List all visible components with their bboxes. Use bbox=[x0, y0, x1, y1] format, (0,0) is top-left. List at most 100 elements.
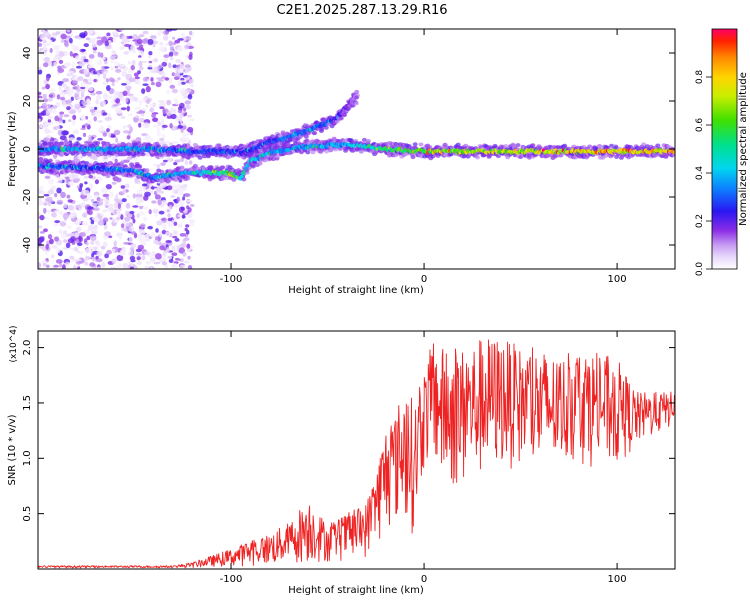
noise-cell bbox=[180, 128, 184, 133]
noise-cell bbox=[105, 202, 111, 206]
noise-cell bbox=[139, 44, 144, 50]
noise-cell bbox=[166, 157, 173, 162]
noise-cell bbox=[95, 258, 103, 263]
noise-cell bbox=[150, 231, 155, 237]
noise-cell bbox=[129, 266, 134, 269]
noise-cell bbox=[171, 88, 178, 94]
noise-cell bbox=[94, 206, 99, 212]
noise-cell bbox=[38, 106, 42, 109]
noise-cell bbox=[157, 132, 162, 137]
noise-cell bbox=[182, 252, 187, 257]
noise-cell bbox=[152, 43, 156, 48]
noise-cell bbox=[128, 226, 135, 232]
noise-cell bbox=[68, 212, 76, 219]
noise-cell bbox=[189, 118, 195, 122]
noise-cell bbox=[105, 205, 109, 209]
noise-cell bbox=[116, 177, 122, 183]
noise-cell bbox=[137, 234, 143, 239]
noise-cell bbox=[89, 108, 96, 113]
noise-cell bbox=[184, 44, 190, 49]
track-halo bbox=[105, 174, 111, 178]
noise-cell bbox=[157, 199, 162, 206]
noise-cell bbox=[58, 85, 63, 91]
noise-cell bbox=[97, 138, 103, 141]
noise-cell bbox=[173, 230, 178, 236]
noise-cell bbox=[76, 185, 80, 189]
noise-cell bbox=[112, 104, 119, 107]
track-halo bbox=[47, 158, 53, 163]
noise-cell bbox=[156, 164, 161, 169]
noise-cell bbox=[45, 244, 49, 250]
noise-cell bbox=[129, 255, 136, 261]
noise-cell bbox=[111, 31, 119, 35]
noise-cell bbox=[147, 67, 153, 70]
noise-cell bbox=[173, 98, 178, 102]
x-tick-label: -100 bbox=[220, 274, 243, 285]
noise-cell bbox=[42, 40, 47, 43]
noise-cell bbox=[81, 100, 88, 106]
noise-cell bbox=[158, 46, 166, 53]
noise-cell bbox=[110, 66, 114, 71]
noise-cell bbox=[71, 61, 75, 68]
noise-cell bbox=[83, 69, 89, 75]
noise-cell bbox=[88, 106, 94, 109]
noise-cell bbox=[184, 227, 188, 232]
noise-cell bbox=[114, 61, 121, 66]
noise-cell bbox=[91, 266, 96, 269]
noise-cell bbox=[104, 231, 111, 237]
noise-cell bbox=[155, 81, 162, 88]
noise-cell bbox=[173, 263, 178, 268]
noise-cell bbox=[124, 44, 131, 47]
noise-cell bbox=[169, 142, 174, 147]
noise-cell bbox=[80, 116, 86, 122]
noise-cell bbox=[45, 110, 49, 115]
noise-cell bbox=[66, 106, 71, 111]
noise-cell bbox=[121, 223, 125, 228]
noise-cell bbox=[174, 39, 181, 44]
noise-cell bbox=[174, 159, 181, 163]
noise-cell bbox=[54, 115, 60, 122]
noise-cell bbox=[54, 236, 60, 242]
noise-cell bbox=[96, 250, 103, 257]
noise-cell bbox=[43, 228, 48, 233]
noise-cell bbox=[116, 264, 121, 269]
noise-cell bbox=[173, 51, 179, 57]
noise-cell bbox=[115, 137, 119, 144]
noise-cell bbox=[141, 254, 146, 261]
noise-cell bbox=[89, 262, 96, 267]
noise-cell bbox=[92, 51, 97, 54]
noise-cell bbox=[95, 90, 103, 95]
noise-cell bbox=[168, 62, 172, 69]
noise-cell bbox=[38, 118, 41, 122]
noise-cell bbox=[115, 79, 119, 83]
noise-cell bbox=[66, 194, 71, 199]
noise-cell bbox=[52, 108, 57, 115]
noise-cell bbox=[158, 64, 163, 69]
noise-cell bbox=[80, 127, 87, 131]
noise-cell bbox=[99, 198, 104, 202]
noise-cell bbox=[144, 265, 149, 269]
noise-cell bbox=[101, 198, 109, 202]
track-halo bbox=[475, 155, 481, 160]
track-halo bbox=[81, 152, 87, 157]
track-halo bbox=[311, 131, 317, 136]
noise-cell bbox=[72, 114, 77, 121]
noise-cell bbox=[170, 195, 176, 198]
noise-cell bbox=[162, 108, 166, 115]
noise-cell bbox=[77, 178, 81, 182]
noise-cell bbox=[189, 30, 193, 36]
noise-cell bbox=[158, 210, 165, 215]
noise-cell bbox=[76, 226, 82, 232]
noise-cell bbox=[71, 247, 76, 251]
noise-cell bbox=[156, 77, 163, 80]
noise-cell bbox=[121, 221, 126, 224]
noise-cell bbox=[63, 203, 68, 209]
noise-cell bbox=[184, 67, 190, 73]
noise-cell bbox=[77, 242, 83, 247]
noise-cell bbox=[96, 39, 103, 46]
noise-cell bbox=[87, 29, 94, 35]
noise-cell bbox=[76, 96, 83, 100]
noise-cell bbox=[109, 191, 114, 198]
noise-cell bbox=[138, 99, 143, 106]
noise-cell bbox=[84, 123, 89, 127]
